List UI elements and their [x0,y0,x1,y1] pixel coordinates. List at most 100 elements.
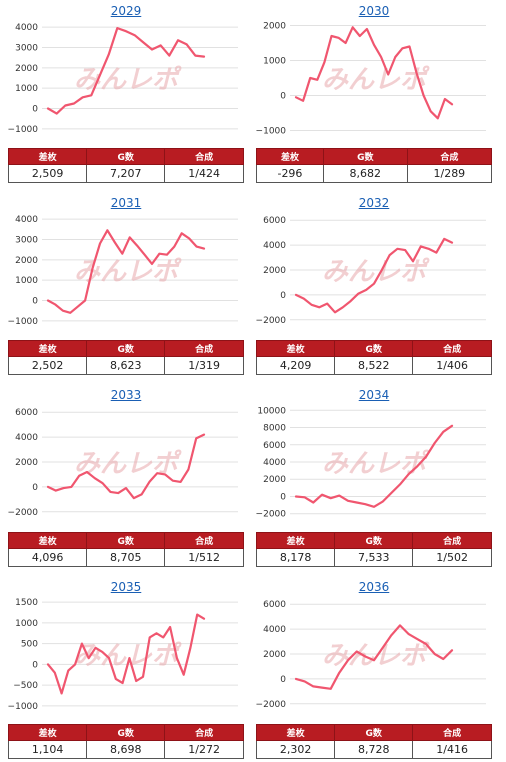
combined-probability-value: 1/424 [164,164,244,183]
y-tick-label: 0 [280,291,286,301]
game-count-value: 8,728 [334,740,414,759]
series-line [46,433,206,500]
machine-number-link[interactable]: 2029 [110,4,142,18]
stats-table: 差枚 G数 合成 8,178 7,533 1/502 [255,532,492,567]
diff-coins-header: 差枚 [255,532,336,549]
machine-number-link[interactable]: 2034 [358,388,390,402]
y-tick-label: 6000 [263,600,286,610]
y-tick-label: 8000 [263,424,286,434]
y-tick-label: 4000 [263,458,286,468]
y-tick-label: 4000 [263,241,286,251]
y-tick-label: 1500 [15,598,38,608]
machine-number-link[interactable]: 2032 [358,196,390,210]
combined-probability-header: 合成 [412,724,492,741]
watermark-logo: みんレポ [322,449,430,479]
y-tick-label: 2000 [263,650,286,660]
game-count-header: G数 [86,724,166,741]
combined-probability-header: 合成 [406,148,493,165]
line-chart: 6000 4000 2000 0 −2000 みんレポ [8,402,244,528]
diff-coins-header: 差枚 [7,532,88,549]
y-tick-label: 1000 [15,619,38,629]
y-tick-label: 4000 [15,23,38,33]
y-tick-label: 2000 [15,256,38,266]
combined-probability-value: 1/272 [164,740,244,759]
y-tick-label: 4000 [263,625,286,635]
game-count-value: 8,522 [334,356,414,375]
combined-probability-value: 1/406 [412,356,492,375]
y-tick-label: 2000 [263,266,286,276]
y-tick-label: 6000 [263,216,286,226]
combined-probability-value: 1/289 [406,164,493,183]
chart-svg: 4000 3000 2000 1000 0 −1000 みんレポ [8,23,238,135]
combined-probability-header: 合成 [164,148,244,165]
y-tick-label: 2000 [15,458,38,468]
y-tick-label: 4000 [15,215,38,225]
machine-number-link[interactable]: 2030 [358,4,390,18]
diff-coins-header: 差枚 [7,724,88,741]
y-tick-label: −2000 [256,700,287,710]
line-chart: 6000 4000 2000 0 −2000 みんレポ [256,210,492,336]
line-chart: 1500 1000 500 0 −500 −1000 みんレポ [8,594,244,720]
diff-coins-header: 差枚 [7,340,88,357]
game-count-header: G数 [334,724,414,741]
game-count-value: 7,207 [86,164,166,183]
chart-svg: 10000 8000 6000 4000 2000 0 −2000 みんレポ [256,406,486,520]
machine-number-link[interactable]: 2035 [110,580,142,594]
machine-number-link[interactable]: 2036 [358,580,390,594]
y-tick-label: 1000 [263,57,286,67]
machine-number-link[interactable]: 2033 [110,388,142,402]
combined-probability-header: 合成 [164,724,244,741]
y-tick-label: 1000 [15,276,38,286]
combined-probability-value: 1/416 [412,740,492,759]
y-tick-label: 0 [32,483,38,493]
y-tick-label: 2000 [263,475,286,485]
y-tick-label: 0 [280,675,286,685]
y-tick-label: 6000 [263,441,286,451]
line-chart: 6000 4000 2000 0 −2000 みんレポ [256,594,492,720]
stats-table: 差枚 G数 合成 4,096 8,705 1/512 [7,532,244,567]
diff-coins-value: 4,209 [255,356,336,375]
series-line [46,613,206,695]
y-tick-label: 0 [32,660,38,670]
diff-coins-value: 2,502 [7,356,88,375]
stats-table: 差枚 G数 合成 2,509 7,207 1/424 [7,148,244,183]
series-line [46,229,206,314]
y-tick-label: 0 [280,492,286,502]
y-tick-label: 0 [32,297,38,307]
diff-coins-header: 差枚 [256,148,324,165]
line-chart: 4000 3000 2000 1000 0 −1000 みんレポ [8,210,244,336]
y-tick-label: −2000 [256,510,287,520]
chart-svg: 2000 1000 0 −1000 みんレポ [256,22,486,137]
line-chart: 10000 8000 6000 4000 2000 0 −2000 みんレポ [256,402,492,528]
series-line [294,237,454,314]
y-tick-label: 3000 [15,235,38,245]
combined-probability-value: 1/502 [412,548,492,567]
game-count-value: 8,682 [322,164,408,183]
game-count-value: 8,705 [86,548,166,567]
machine-number-link[interactable]: 2031 [110,196,142,210]
diff-coins-header: 差枚 [255,724,336,741]
combined-probability-header: 合成 [164,340,244,357]
y-tick-label: −1000 [8,702,39,712]
y-tick-label: −2000 [8,508,39,518]
diff-coins-value: 4,096 [7,548,88,567]
series-line [46,27,206,115]
game-count-header: G数 [334,340,414,357]
game-count-header: G数 [86,340,166,357]
game-count-header: G数 [322,148,408,165]
game-count-value: 8,623 [86,356,166,375]
diff-coins-header: 差枚 [7,148,88,165]
y-tick-label: −1000 [8,125,39,135]
combined-probability-header: 合成 [164,532,244,549]
game-count-header: G数 [86,148,166,165]
series-line [294,624,454,690]
combined-probability-header: 合成 [412,532,492,549]
diff-coins-value: 1,104 [7,740,88,759]
y-tick-label: 500 [21,640,38,650]
game-count-header: G数 [334,532,414,549]
line-chart: 2000 1000 0 −1000 みんレポ [256,18,492,144]
combined-probability-value: 1/319 [164,356,244,375]
